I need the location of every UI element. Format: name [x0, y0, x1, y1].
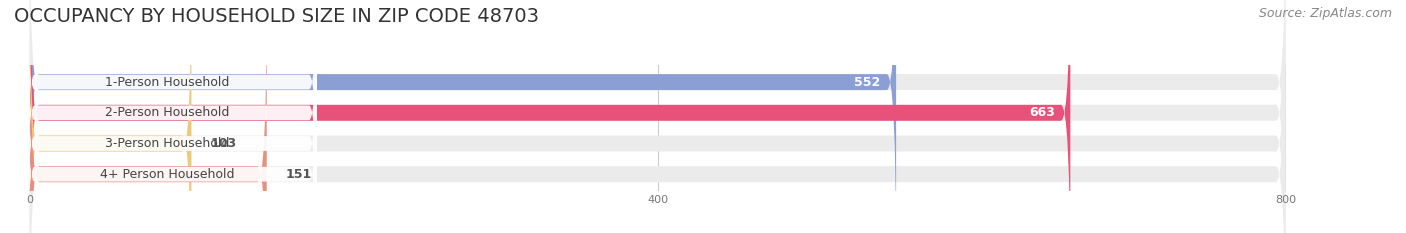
Text: 4+ Person Household: 4+ Person Household [100, 168, 235, 181]
FancyBboxPatch shape [30, 0, 1285, 233]
FancyBboxPatch shape [27, 0, 316, 233]
Text: 151: 151 [285, 168, 312, 181]
Text: Source: ZipAtlas.com: Source: ZipAtlas.com [1258, 7, 1392, 20]
Text: 1-Person Household: 1-Person Household [105, 76, 229, 89]
FancyBboxPatch shape [30, 0, 896, 233]
FancyBboxPatch shape [27, 0, 316, 233]
FancyBboxPatch shape [30, 0, 1285, 233]
Text: 3-Person Household: 3-Person Household [105, 137, 229, 150]
FancyBboxPatch shape [30, 0, 1285, 233]
Text: 2-Person Household: 2-Person Household [105, 106, 229, 119]
FancyBboxPatch shape [30, 0, 267, 233]
FancyBboxPatch shape [30, 0, 1285, 233]
Text: OCCUPANCY BY HOUSEHOLD SIZE IN ZIP CODE 48703: OCCUPANCY BY HOUSEHOLD SIZE IN ZIP CODE … [14, 7, 538, 26]
Text: 663: 663 [1029, 106, 1054, 119]
FancyBboxPatch shape [27, 28, 316, 233]
FancyBboxPatch shape [30, 0, 1070, 233]
FancyBboxPatch shape [27, 0, 316, 228]
FancyBboxPatch shape [30, 0, 191, 233]
Text: 552: 552 [855, 76, 880, 89]
Text: 103: 103 [211, 137, 236, 150]
